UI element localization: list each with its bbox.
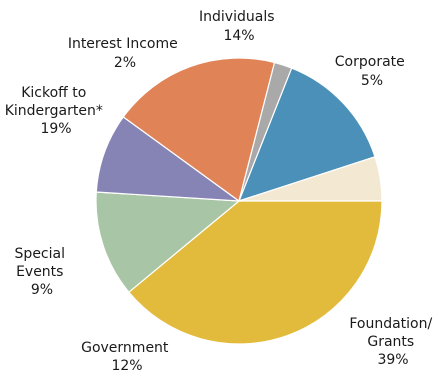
label-kickoff-to-kindergarten: Kickoff to Kindergarten* 19% — [5, 85, 108, 137]
label-corporate: Corporate 5% — [335, 54, 409, 89]
pie-slice-government — [95, 191, 241, 293]
pie-slices — [95, 57, 383, 345]
label-special-events: Special Events 9% — [15, 246, 70, 298]
pie-slice-special-events — [95, 116, 242, 202]
pie-slice-foundation-grants — [127, 200, 383, 345]
pie-slice-interest-income — [238, 61, 293, 202]
label-interest-income: Interest Income 2% — [68, 36, 182, 71]
label-government: Government 12% — [81, 340, 173, 374]
label-individuals: Individuals 14% — [199, 9, 279, 44]
label-foundation-grants: Foundation/ Grants 39% — [349, 316, 436, 368]
pie-slice-kickoff-to-kindergarten — [122, 57, 276, 203]
